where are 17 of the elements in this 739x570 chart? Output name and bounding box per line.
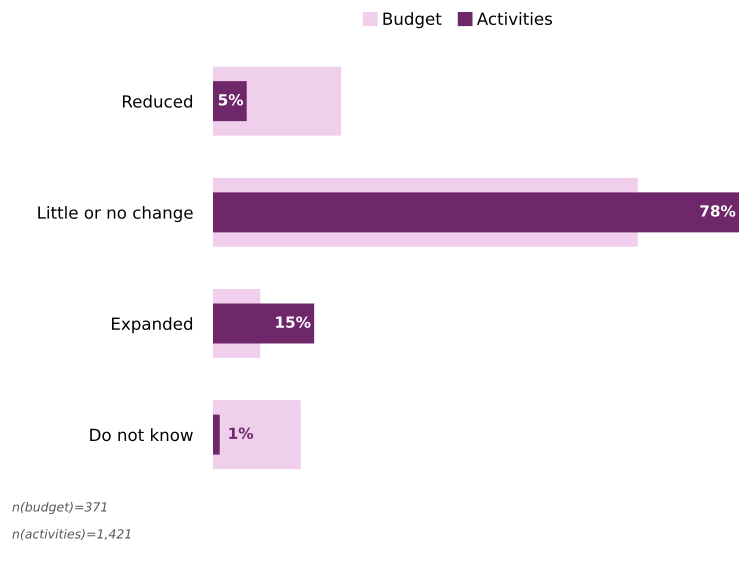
legend-label: Budget (383, 12, 442, 28)
bar (213, 303, 314, 344)
y-tick-label: Do not know (90, 428, 193, 442)
bar (213, 81, 247, 122)
bar (213, 400, 301, 470)
y-tick-label: Little or no change (38, 206, 193, 222)
data-label: 78% (700, 205, 736, 217)
bar (213, 192, 739, 232)
y-tick-label: Expanded (112, 317, 192, 334)
data-label: 15% (276, 316, 311, 328)
text: n(budget)=371 (12, 502, 106, 514)
data-label: 5% (218, 94, 244, 106)
legend-label: Activities (476, 12, 552, 26)
bar (213, 414, 220, 455)
text: n(activities)=1,421 (12, 528, 130, 540)
data-label: 1% (229, 428, 254, 440)
y-tick-label: Reduced (122, 94, 192, 108)
